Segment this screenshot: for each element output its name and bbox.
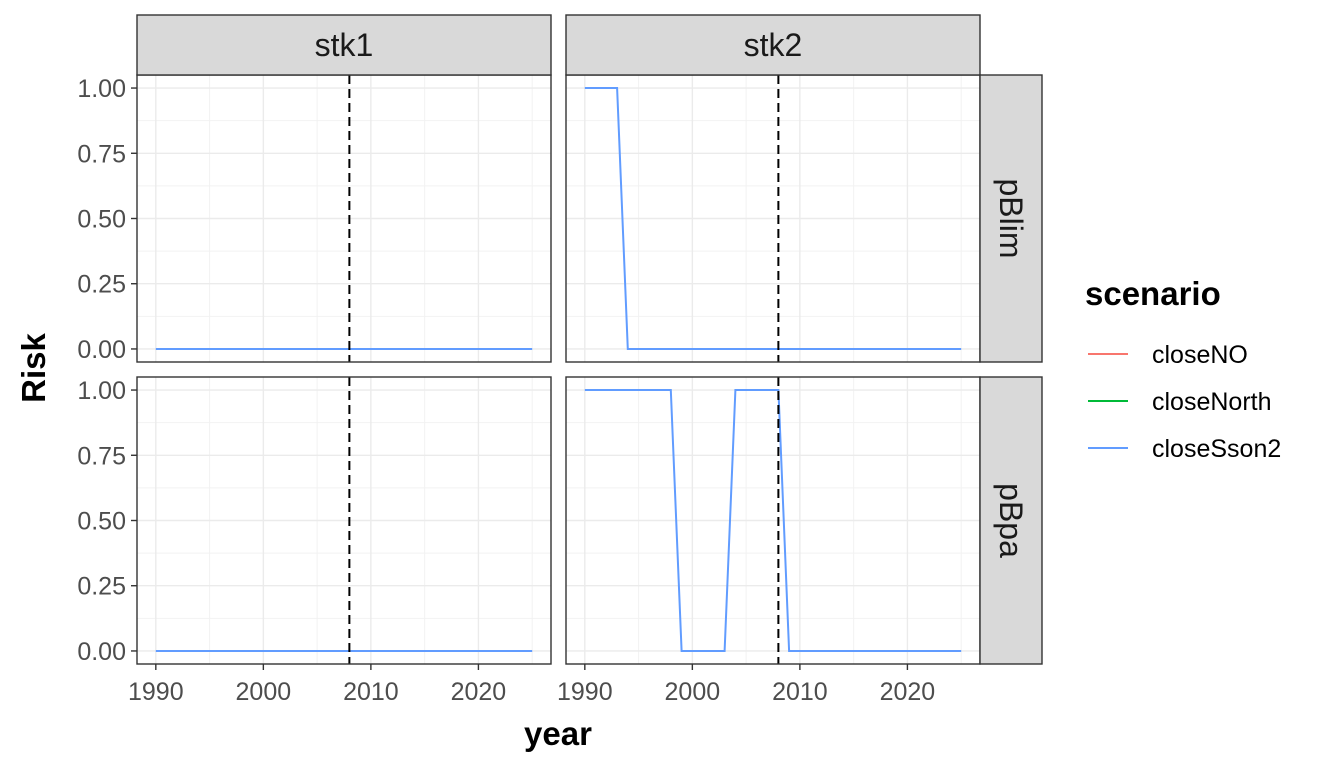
x-tick-label: 2000	[665, 678, 721, 706]
panel-stk1-pBlim	[136, 74, 552, 363]
legend-title: scenario	[1085, 275, 1221, 312]
legend: scenario closeNO closeNorth closeSson2	[1085, 275, 1281, 463]
axes-layer: 0.00 0.25 0.50 0.75 1.00 0.00 0.25 0.50 0.75 1.00…	[77, 75, 935, 706]
strip-label-stk2: stk2	[744, 27, 803, 63]
y-tick-label: 0.25	[77, 573, 126, 601]
y-tick-label: 1.00	[77, 377, 126, 405]
x-tick-label: 2000	[236, 678, 292, 706]
y-tick-label: 0.75	[77, 442, 126, 470]
panel-stk2-pBlim	[565, 74, 981, 363]
series-line-closeSson2	[584, 389, 962, 652]
y-tick-label: 0.00	[77, 336, 126, 364]
x-tick-label: 2010	[772, 678, 828, 706]
legend-label-closeNO: closeNO	[1152, 341, 1248, 369]
legend-label-closeNorth: closeNorth	[1152, 388, 1272, 416]
y-tick-label: 0.50	[77, 508, 126, 536]
strip-pBpa	[979, 376, 1043, 665]
legend-label-closeSson2: closeSson2	[1152, 435, 1281, 463]
series-line-closeSson2	[584, 87, 962, 350]
y-tick-label: 0.50	[77, 206, 126, 234]
y-tick-label: 0.75	[77, 140, 126, 168]
x-tick-label: 2020	[880, 678, 936, 706]
y-axis-title: Risk	[15, 333, 52, 403]
strip-label-pBlim: pBlim	[993, 178, 1029, 258]
panel-stk1-pBpa	[136, 376, 552, 665]
panel-stk2-pBpa	[565, 376, 981, 665]
strip-stk2	[565, 14, 981, 76]
y-tick-label: 1.00	[77, 75, 126, 103]
x-tick-label: 2020	[451, 678, 507, 706]
y-tick-label: 0.00	[77, 638, 126, 666]
x-axis-title: year	[524, 715, 592, 752]
strip-pBlim	[979, 74, 1043, 363]
x-tick-label: 1990	[557, 678, 613, 706]
strip-stk1	[136, 14, 552, 76]
strip-label-stk1: stk1	[315, 27, 374, 63]
strip-label-pBpa: pBpa	[993, 483, 1029, 558]
x-tick-label: 1990	[128, 678, 184, 706]
y-tick-label: 0.25	[77, 271, 126, 299]
panels-layer: stk1 stk2 pBlim pBpa	[136, 14, 1043, 665]
x-tick-label: 2010	[343, 678, 399, 706]
